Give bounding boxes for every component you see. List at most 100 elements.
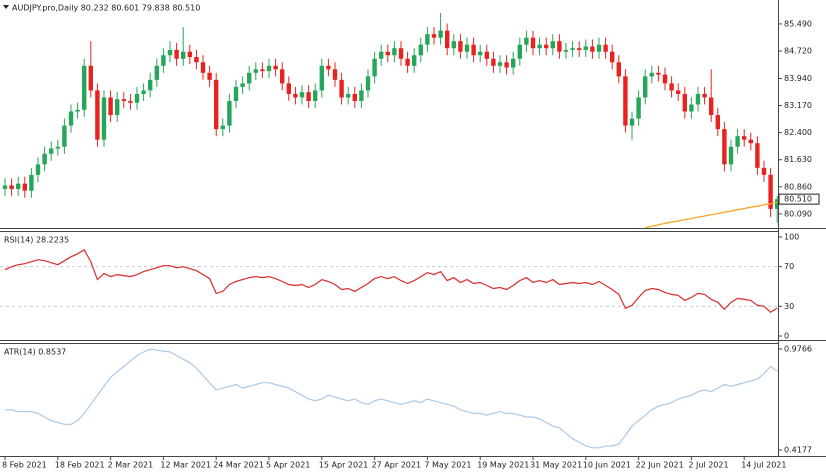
x-tick-label: 31 May 2021 — [530, 461, 582, 470]
y-tick-label: 30 — [784, 302, 794, 311]
candle-body — [148, 79, 153, 91]
candle-body — [181, 51, 186, 59]
candle-body — [293, 93, 298, 98]
candle-body — [187, 51, 192, 57]
candle-body — [590, 46, 595, 52]
x-tick-label: 18 Feb 2021 — [55, 461, 105, 470]
candle-body — [2, 185, 8, 189]
candle-body — [695, 93, 701, 105]
x-tick-label: 22 Jun 2021 — [636, 461, 684, 470]
candle-body — [134, 93, 140, 103]
candle-body — [425, 34, 430, 45]
candle-body — [214, 79, 219, 130]
candle-body — [75, 109, 80, 112]
candle-body — [768, 174, 773, 209]
candle-body — [715, 115, 720, 130]
candle-body — [82, 65, 87, 110]
candle-body — [326, 65, 331, 70]
candle-body — [68, 111, 74, 126]
candle-body — [9, 185, 14, 189]
candle-body — [365, 76, 371, 91]
candle-body — [280, 69, 285, 84]
y-tick-label: 82.400 — [784, 128, 812, 137]
x-tick-label: 8 Feb 2021 — [2, 461, 47, 470]
candle-body — [379, 51, 384, 59]
candle-body — [484, 51, 489, 59]
candle-body — [55, 146, 60, 149]
candle-body — [101, 97, 107, 140]
menu-icon — [3, 5, 9, 9]
candle-body — [253, 69, 258, 73]
x-tick-label: 24 Mar 2021 — [213, 461, 264, 470]
x-tick-label: 7 May 2021 — [424, 461, 471, 470]
y-tick-label: 0.4177 — [784, 445, 812, 454]
candle-body — [544, 44, 549, 49]
candle-body — [273, 65, 278, 70]
candle-body — [689, 104, 694, 112]
candle-body — [115, 99, 120, 116]
y-tick-label: 100 — [784, 232, 799, 241]
candle-body — [471, 44, 476, 56]
candle-body — [174, 49, 179, 59]
indicator-line — [5, 348, 778, 449]
candle-body — [563, 49, 569, 52]
candle-body — [299, 92, 305, 98]
y-tick-label: 84.720 — [784, 47, 812, 56]
candle-body — [636, 97, 641, 119]
candle-body — [22, 183, 27, 191]
x-tick-label: 10 Jun 2021 — [583, 461, 631, 470]
x-tick-label: 14 Jul 2021 — [741, 461, 786, 470]
candle-body — [62, 125, 67, 147]
x-tick-label: 2 Jul 2021 — [688, 461, 728, 470]
x-tick-label: 2 Mar 2021 — [108, 461, 154, 470]
candle-body — [431, 34, 437, 38]
candle-body — [497, 62, 503, 66]
candle-body — [108, 97, 113, 116]
panel-title: ATR(14) 0.8537 — [4, 348, 66, 357]
candle-body — [260, 69, 265, 72]
candle-body — [451, 41, 456, 49]
x-tick-label: 15 Apr 2021 — [319, 461, 368, 470]
candle-body — [359, 90, 364, 101]
candle-body — [167, 49, 173, 56]
candle-body — [405, 58, 410, 66]
candle-body — [220, 125, 225, 130]
y-tick-label: 80.090 — [784, 209, 812, 218]
candle-body — [88, 65, 93, 91]
candle-body — [266, 65, 272, 72]
candle-body — [438, 30, 443, 38]
candle-body — [775, 199, 778, 209]
candle-body — [761, 167, 767, 175]
candle-body — [200, 62, 206, 73]
y-tick-label: 70 — [784, 262, 794, 271]
candle-body — [392, 48, 397, 56]
candle-body — [682, 93, 687, 112]
candle-body — [709, 97, 714, 116]
candle-body — [742, 136, 747, 140]
candle-body — [35, 164, 41, 175]
candle-body — [550, 41, 555, 49]
candle-body — [596, 44, 602, 52]
panel-title: AUDJPY.pro,Daily 80.232 80.601 79.838 80… — [12, 4, 200, 13]
x-tick-label: 27 Apr 2021 — [372, 461, 421, 470]
candle-body — [29, 174, 34, 191]
current-price-label: 80.510 — [784, 195, 812, 204]
x-tick-label: 5 Apr 2021 — [266, 461, 310, 470]
candle-body — [154, 65, 159, 80]
candle-body — [458, 41, 463, 52]
candle-body — [194, 57, 199, 63]
candle-body — [95, 90, 100, 140]
candle-body — [656, 72, 661, 75]
candle-body — [570, 48, 575, 50]
y-tick-label: 81.630 — [784, 155, 812, 164]
candle-body — [346, 93, 351, 98]
candle-body — [524, 37, 529, 45]
candle-body — [128, 100, 133, 103]
current-price-box — [778, 193, 820, 205]
candle-body — [445, 30, 450, 49]
candle-body — [676, 90, 681, 94]
candle-body — [557, 41, 562, 52]
candle-body — [385, 51, 390, 56]
candle-body — [240, 83, 245, 87]
